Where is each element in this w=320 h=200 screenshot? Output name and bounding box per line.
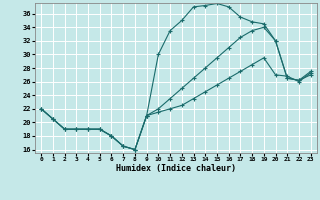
X-axis label: Humidex (Indice chaleur): Humidex (Indice chaleur) <box>116 164 236 173</box>
